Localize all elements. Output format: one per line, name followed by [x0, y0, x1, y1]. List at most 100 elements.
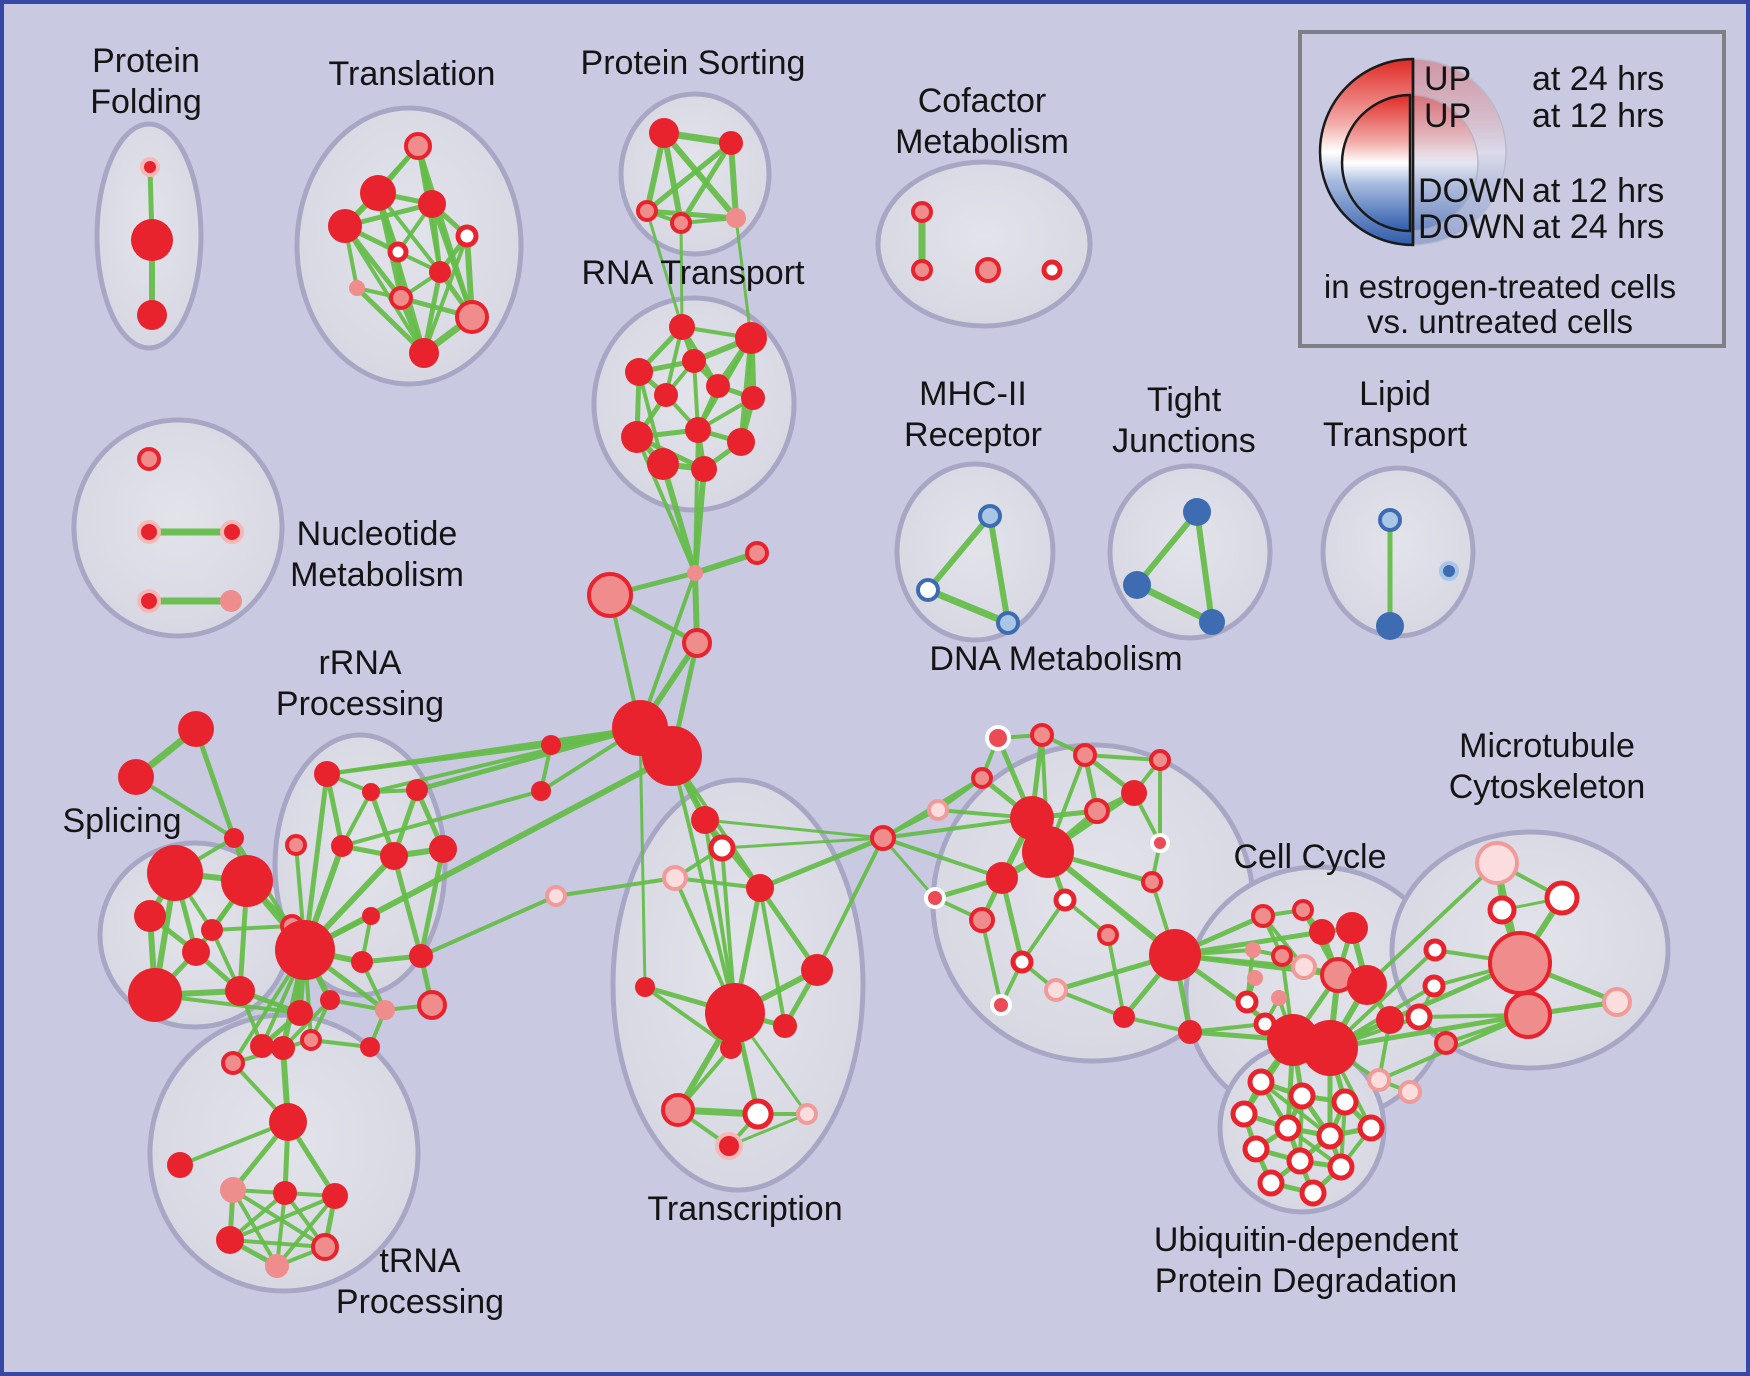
network-node[interactable]: [300, 1029, 322, 1051]
network-node[interactable]: [137, 589, 161, 613]
network-node[interactable]: [455, 300, 489, 334]
network-node[interactable]: [661, 1093, 695, 1127]
network-node[interactable]: [708, 834, 736, 862]
network-node[interactable]: [250, 1034, 274, 1058]
network-node[interactable]: [418, 190, 446, 218]
network-node[interactable]: [1405, 1003, 1433, 1031]
network-node[interactable]: [1245, 942, 1261, 958]
network-node[interactable]: [349, 280, 365, 296]
network-node[interactable]: [1274, 1114, 1302, 1142]
network-node[interactable]: [1292, 899, 1314, 921]
network-node[interactable]: [351, 951, 373, 973]
network-node[interactable]: [1242, 1135, 1270, 1163]
network-node[interactable]: [670, 212, 692, 234]
network-node[interactable]: [1504, 991, 1552, 1039]
network-node[interactable]: [985, 725, 1011, 751]
network-node[interactable]: [221, 855, 273, 907]
network-node[interactable]: [649, 118, 679, 148]
network-node[interactable]: [1251, 904, 1275, 928]
network-node[interactable]: [1121, 780, 1147, 806]
network-node[interactable]: [1149, 749, 1171, 771]
network-node[interactable]: [682, 349, 706, 373]
network-node[interactable]: [685, 417, 711, 443]
network-node[interactable]: [1053, 888, 1077, 912]
network-node[interactable]: [911, 259, 933, 281]
network-node[interactable]: [140, 157, 160, 177]
network-node[interactable]: [1378, 508, 1402, 532]
network-node[interactable]: [265, 1254, 289, 1278]
network-node[interactable]: [796, 1103, 818, 1125]
network-node[interactable]: [1235, 990, 1259, 1014]
network-node[interactable]: [273, 1181, 297, 1205]
network-node[interactable]: [1439, 561, 1459, 581]
network-node[interactable]: [742, 1098, 774, 1130]
network-node[interactable]: [225, 976, 255, 1006]
network-node[interactable]: [360, 175, 396, 211]
cluster-lipid-transport[interactable]: [1320, 465, 1476, 639]
network-node[interactable]: [1271, 990, 1287, 1006]
network-node[interactable]: [642, 726, 702, 786]
network-node[interactable]: [455, 224, 479, 248]
network-node[interactable]: [1010, 950, 1034, 974]
network-node[interactable]: [221, 1051, 245, 1075]
network-node[interactable]: [328, 209, 362, 243]
network-node[interactable]: [167, 1152, 193, 1178]
network-node[interactable]: [182, 938, 210, 966]
network-node[interactable]: [682, 628, 712, 658]
network-node[interactable]: [387, 241, 409, 263]
network-node[interactable]: [1199, 609, 1225, 635]
network-node[interactable]: [1150, 833, 1170, 853]
network-node[interactable]: [1073, 743, 1097, 767]
cluster-mhc-ii-receptor[interactable]: [894, 461, 1056, 643]
network-node[interactable]: [625, 358, 653, 386]
network-node[interactable]: [1331, 1088, 1359, 1116]
network-node[interactable]: [1475, 841, 1519, 885]
network-node[interactable]: [1178, 1020, 1202, 1044]
network-node[interactable]: [1398, 1080, 1422, 1104]
network-node[interactable]: [531, 781, 551, 801]
network-node[interactable]: [1423, 938, 1447, 962]
network-node[interactable]: [1602, 987, 1632, 1017]
network-node[interactable]: [1316, 1122, 1344, 1150]
network-node[interactable]: [362, 907, 380, 925]
network-node[interactable]: [1271, 945, 1293, 967]
network-node[interactable]: [746, 874, 774, 902]
network-node[interactable]: [269, 1103, 307, 1141]
network-node[interactable]: [322, 1183, 348, 1209]
network-node[interactable]: [137, 300, 167, 330]
network-node[interactable]: [1123, 571, 1151, 599]
network-node[interactable]: [216, 1226, 244, 1254]
network-node[interactable]: [417, 990, 447, 1020]
network-node[interactable]: [773, 1014, 797, 1038]
network-node[interactable]: [131, 219, 173, 261]
network-node[interactable]: [621, 421, 653, 453]
network-node[interactable]: [636, 200, 658, 222]
network-node[interactable]: [911, 201, 933, 223]
network-node[interactable]: [287, 1000, 313, 1026]
network-node[interactable]: [706, 374, 730, 398]
network-node[interactable]: [1257, 1169, 1285, 1197]
network-node[interactable]: [1247, 1068, 1275, 1096]
network-node[interactable]: [1302, 1020, 1358, 1076]
network-node[interactable]: [1288, 1082, 1316, 1110]
network-node[interactable]: [1422, 974, 1446, 998]
network-node[interactable]: [271, 1036, 295, 1060]
network-node[interactable]: [429, 835, 457, 863]
network-node[interactable]: [1487, 895, 1517, 925]
network-node[interactable]: [429, 261, 451, 283]
network-node[interactable]: [801, 954, 833, 986]
network-node[interactable]: [720, 1037, 742, 1059]
network-node[interactable]: [375, 1000, 395, 1020]
network-node[interactable]: [1347, 965, 1387, 1005]
cluster-nucleotide-metabolism[interactable]: [71, 417, 285, 639]
network-node[interactable]: [1309, 919, 1335, 945]
network-node[interactable]: [389, 286, 413, 310]
network-node[interactable]: [691, 806, 719, 834]
network-node[interactable]: [331, 835, 353, 857]
network-node[interactable]: [409, 338, 439, 368]
network-node[interactable]: [654, 383, 678, 407]
network-node[interactable]: [691, 456, 717, 482]
network-node[interactable]: [916, 578, 940, 602]
network-node[interactable]: [996, 611, 1020, 635]
network-node[interactable]: [178, 711, 214, 747]
